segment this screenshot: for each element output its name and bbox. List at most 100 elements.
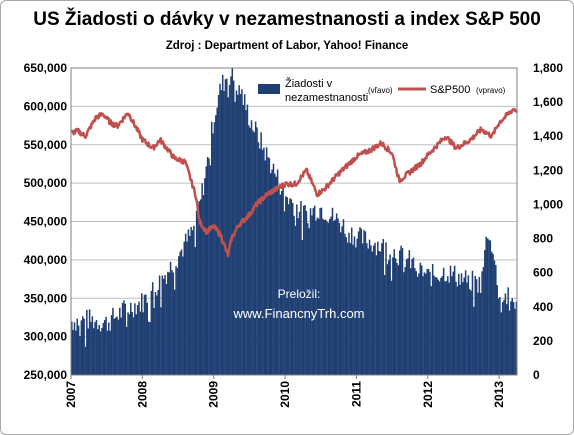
legend-claims-label-1: Žiadosti v: [285, 77, 333, 90]
claims-bar: [77, 325, 80, 375]
claims-bar: [302, 205, 305, 375]
claims-bar: [254, 121, 257, 376]
claims-bar: [187, 229, 190, 375]
claims-bar: [250, 120, 253, 375]
claims-bar: [426, 269, 428, 375]
claims-bar: [125, 326, 128, 375]
claims-bar: [220, 90, 223, 376]
claims-bar: [463, 277, 465, 375]
claims-bar: [151, 282, 154, 375]
claims-bar: [403, 272, 405, 375]
claims-bar: [119, 307, 121, 375]
claims-bar: [105, 316, 107, 375]
claims-bar: [261, 149, 264, 375]
right-tick-label: 800: [533, 232, 553, 246]
claims-bar: [437, 279, 439, 375]
watermark-line-2: www.FinancnyTrh.com: [233, 306, 365, 321]
claims-bar: [363, 230, 365, 375]
claims-bar: [337, 218, 339, 375]
claims-bar: [322, 218, 324, 375]
claims-bar: [341, 226, 343, 375]
claims-bar: [183, 241, 186, 375]
claims-bar: [136, 305, 139, 375]
claims-bar: [110, 315, 113, 375]
claims-bar: [316, 217, 319, 375]
claims-bar: [91, 316, 94, 375]
right-tick-label: 600: [533, 266, 553, 280]
claims-bar: [193, 225, 195, 375]
left-tick-label: 350,000: [24, 291, 68, 305]
left-tick-label: 600,000: [24, 99, 68, 113]
right-tick-label: 1,400: [533, 129, 563, 143]
claims-bar: [462, 282, 464, 375]
claims-bar: [198, 201, 201, 375]
claims-bar: [83, 318, 85, 375]
claims-bar: [474, 275, 476, 375]
claims-bar: [131, 311, 133, 375]
claims-bar: [438, 281, 441, 375]
claims-bar: [433, 275, 435, 375]
claims-bar: [150, 290, 153, 375]
claims-bar: [135, 314, 138, 375]
claims-bar: [206, 156, 209, 375]
claims-bar: [304, 205, 306, 375]
claims-bar: [359, 227, 361, 375]
claims-bar: [167, 271, 169, 375]
claims-bar: [357, 231, 360, 375]
claims-bar: [397, 265, 400, 375]
claims-bar: [158, 275, 161, 375]
claims-bar: [506, 304, 508, 375]
claims-bar: [361, 243, 364, 375]
left-tick-label: 650,000: [24, 61, 68, 75]
claims-bar: [276, 169, 279, 375]
left-tick-label: 450,000: [24, 215, 68, 229]
claims-bar: [106, 330, 109, 375]
claims-bar: [375, 255, 378, 375]
claims-bar: [87, 328, 89, 375]
claims-bar: [507, 287, 509, 375]
claims-bar: [279, 194, 282, 375]
claims-bar: [411, 259, 413, 375]
claims-bar: [291, 202, 294, 375]
claims-bar: [157, 289, 159, 375]
claims-bar: [231, 68, 234, 375]
claims-bar: [156, 295, 158, 375]
claims-bar: [445, 281, 448, 375]
claims-bar: [394, 258, 397, 375]
claims-bar: [252, 130, 254, 375]
claims-bar: [441, 276, 444, 375]
claims-bar: [253, 132, 256, 375]
claims-bar: [348, 232, 350, 375]
claims-bar: [194, 247, 197, 375]
claims-bar: [113, 318, 116, 375]
claims-bar: [318, 218, 320, 375]
claims-bar: [488, 239, 490, 375]
claims-bar: [264, 160, 267, 375]
claims-bar: [478, 276, 481, 375]
claims-bar: [73, 322, 76, 375]
claims-bar: [95, 319, 98, 375]
claims-bar: [319, 208, 321, 375]
claims-bar: [371, 251, 374, 375]
claims-bar: [205, 166, 208, 375]
claims-bar: [132, 317, 135, 375]
claims-bar: [342, 219, 345, 375]
claims-bar: [237, 94, 239, 375]
claims-bar: [139, 311, 142, 375]
claims-bar: [338, 223, 341, 375]
claims-bar: [367, 248, 369, 375]
claims-bar: [330, 216, 332, 375]
claims-bar: [294, 225, 297, 375]
claims-bar: [508, 310, 511, 375]
claims-bar: [208, 158, 210, 375]
claims-bar: [234, 101, 236, 375]
claims-bar: [171, 270, 173, 375]
claims-bar: [386, 264, 389, 375]
claims-bar: [121, 303, 124, 375]
legend-sp500-label: S&P500: [430, 84, 470, 96]
legend-claims-swatch: [258, 84, 280, 94]
claims-bar: [230, 76, 232, 375]
claims-bar: [492, 253, 494, 375]
claims-bar: [345, 237, 347, 375]
